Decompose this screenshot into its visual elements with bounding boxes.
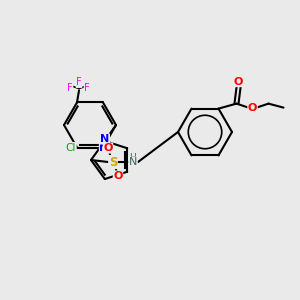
- Text: N: N: [129, 157, 137, 167]
- Text: F: F: [67, 83, 73, 94]
- Text: Cl: Cl: [66, 142, 76, 152]
- Text: F: F: [76, 77, 82, 88]
- Text: S: S: [109, 155, 117, 169]
- Text: N: N: [99, 142, 109, 152]
- Text: F: F: [84, 83, 90, 94]
- Text: O: O: [248, 103, 257, 112]
- Text: O: O: [234, 76, 243, 87]
- Text: H: H: [130, 154, 136, 163]
- Text: O: O: [103, 143, 113, 153]
- Text: N: N: [100, 134, 110, 144]
- Text: O: O: [113, 171, 123, 181]
